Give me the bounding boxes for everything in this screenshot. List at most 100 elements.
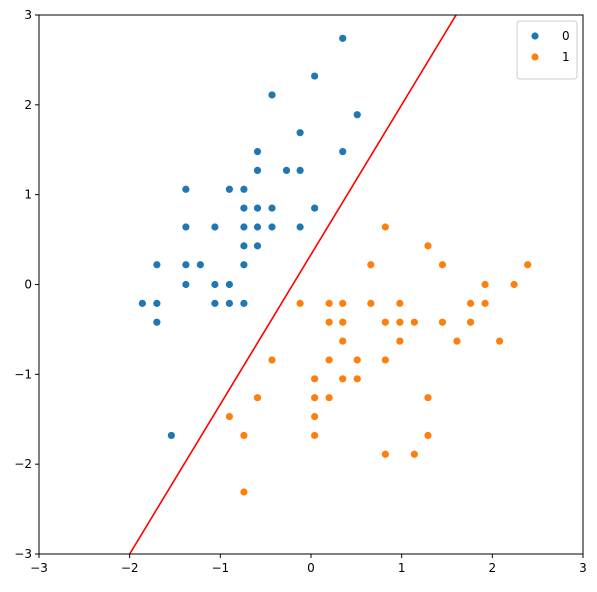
point-class-1 bbox=[353, 375, 361, 383]
x-tick-label: 3 bbox=[579, 561, 587, 575]
point-class-0 bbox=[167, 431, 175, 440]
y-tick-label: −2 bbox=[14, 457, 32, 471]
point-class-1 bbox=[466, 318, 475, 326]
point-class-1 bbox=[339, 299, 347, 307]
point-class-1 bbox=[424, 394, 432, 402]
point-class-1 bbox=[225, 412, 233, 421]
point-class-0 bbox=[253, 147, 262, 156]
point-class-1 bbox=[311, 375, 319, 383]
point-class-1 bbox=[240, 488, 248, 496]
x-tick-label: −1 bbox=[211, 561, 229, 575]
point-class-1 bbox=[481, 299, 489, 307]
point-class-0 bbox=[153, 261, 161, 269]
plot-frame bbox=[38, 14, 584, 555]
legend-label-0: 0 bbox=[562, 29, 570, 43]
x-tick-label: −2 bbox=[121, 561, 139, 575]
point-class-0 bbox=[253, 223, 262, 231]
point-class-1 bbox=[311, 394, 319, 402]
x-tick-label: 2 bbox=[489, 561, 497, 575]
point-class-0 bbox=[211, 280, 219, 289]
point-class-1 bbox=[367, 299, 375, 307]
point-class-0 bbox=[253, 166, 262, 175]
point-class-1 bbox=[510, 280, 518, 289]
point-class-1 bbox=[268, 356, 276, 364]
point-class-1 bbox=[381, 318, 389, 326]
point-class-0 bbox=[138, 299, 146, 307]
point-class-1 bbox=[424, 431, 432, 440]
legend-label-1: 1 bbox=[562, 50, 570, 64]
point-class-1 bbox=[325, 394, 333, 402]
point-class-0 bbox=[311, 72, 319, 80]
x-tick-label: −3 bbox=[30, 561, 48, 575]
y-tick-label: 2 bbox=[24, 98, 32, 112]
y-tick-label: 0 bbox=[24, 278, 32, 292]
point-class-1 bbox=[311, 431, 319, 440]
x-tick-label: 0 bbox=[307, 561, 315, 575]
point-class-0 bbox=[253, 242, 262, 250]
point-class-1 bbox=[381, 356, 389, 364]
point-class-0 bbox=[153, 318, 161, 326]
point-class-1 bbox=[253, 394, 262, 402]
point-class-1 bbox=[353, 356, 361, 364]
point-class-0 bbox=[240, 242, 248, 250]
point-class-1 bbox=[424, 242, 432, 250]
point-class-0 bbox=[225, 299, 233, 307]
point-class-1 bbox=[410, 450, 418, 458]
point-class-0 bbox=[240, 185, 248, 193]
legend-marker-1 bbox=[531, 53, 539, 61]
point-class-1 bbox=[396, 299, 404, 307]
point-class-1 bbox=[438, 261, 447, 269]
point-class-0 bbox=[282, 166, 291, 175]
point-class-0 bbox=[240, 223, 248, 231]
legend-marker-0 bbox=[531, 32, 539, 40]
point-class-0 bbox=[182, 261, 190, 269]
x-tick-label: 1 bbox=[398, 561, 406, 575]
point-class-1 bbox=[495, 337, 504, 345]
decision-boundary-line bbox=[128, 15, 457, 554]
y-tick-label: 3 bbox=[24, 8, 32, 22]
point-class-1 bbox=[438, 318, 447, 326]
point-class-1 bbox=[453, 337, 461, 345]
point-class-0 bbox=[268, 204, 276, 212]
point-class-0 bbox=[353, 111, 361, 119]
point-class-0 bbox=[153, 299, 161, 307]
point-class-0 bbox=[296, 223, 304, 231]
point-class-1 bbox=[367, 261, 375, 269]
point-class-0 bbox=[253, 204, 262, 212]
point-class-0 bbox=[296, 129, 304, 137]
point-class-0 bbox=[339, 147, 347, 156]
point-class-1 bbox=[311, 412, 319, 421]
point-class-0 bbox=[240, 299, 248, 307]
y-tick-label: −3 bbox=[14, 547, 32, 561]
x-axis: −3 −2 −1 0 1 2 3 bbox=[30, 554, 587, 575]
point-class-1 bbox=[396, 337, 404, 345]
point-class-0 bbox=[211, 299, 219, 307]
point-class-0 bbox=[225, 280, 233, 289]
point-class-1 bbox=[240, 431, 248, 440]
point-class-0 bbox=[225, 185, 233, 193]
point-class-0 bbox=[182, 185, 190, 193]
point-class-1 bbox=[325, 299, 333, 307]
point-class-0 bbox=[196, 261, 204, 269]
point-class-1 bbox=[410, 318, 418, 326]
point-class-1 bbox=[325, 356, 333, 364]
point-class-0 bbox=[268, 223, 276, 231]
point-class-1 bbox=[381, 450, 389, 458]
point-class-1 bbox=[325, 318, 333, 326]
point-class-1 bbox=[466, 299, 475, 307]
point-class-0 bbox=[182, 223, 190, 231]
point-class-0 bbox=[311, 204, 319, 212]
point-class-1 bbox=[339, 318, 347, 326]
point-class-1 bbox=[381, 223, 389, 231]
point-class-0 bbox=[240, 204, 248, 212]
point-class-1 bbox=[524, 261, 532, 269]
point-class-1 bbox=[339, 337, 347, 345]
legend: 01 bbox=[516, 20, 578, 80]
point-class-1 bbox=[481, 280, 489, 289]
point-class-0 bbox=[268, 91, 276, 99]
point-class-1 bbox=[339, 375, 347, 383]
point-class-0 bbox=[211, 223, 219, 231]
point-class-1 bbox=[396, 318, 404, 326]
y-axis: −3 −2 −1 0 1 2 3 bbox=[14, 8, 39, 561]
